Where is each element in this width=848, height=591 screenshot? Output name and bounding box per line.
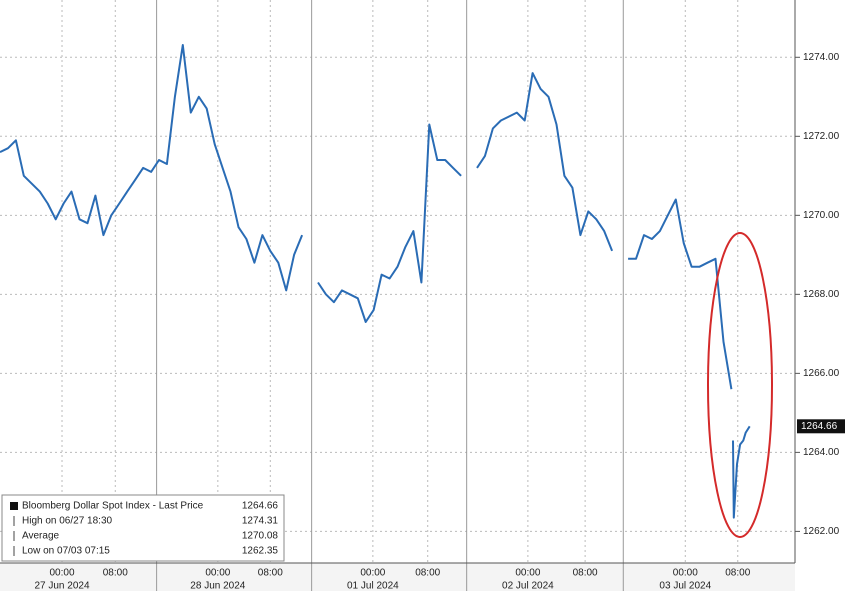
x-tick-label: 08:00 bbox=[573, 568, 598, 579]
x-tick-label: 00:00 bbox=[515, 568, 540, 579]
x-tick-label: 08:00 bbox=[103, 568, 128, 579]
date-label: 01 Jul 2024 bbox=[347, 581, 399, 591]
x-tick-label: 08:00 bbox=[258, 568, 283, 579]
x-tick-label: 00:00 bbox=[360, 568, 385, 579]
legend-value: 1274.31 bbox=[242, 516, 279, 527]
legend-label: High on 06/27 18:30 bbox=[22, 516, 113, 527]
legend-value: 1270.08 bbox=[242, 531, 279, 542]
date-label: 03 Jul 2024 bbox=[659, 581, 711, 591]
date-label: 02 Jul 2024 bbox=[502, 581, 554, 591]
axes: 1262.00 1264.00 1266.00 1268.00 1270.00 1272.… bbox=[34, 52, 845, 591]
legend-box bbox=[1, 494, 285, 562]
legend-label: Bloomberg Dollar Spot Index - Last Price bbox=[22, 501, 204, 512]
legend-swatch bbox=[10, 502, 18, 510]
plot bbox=[0, 44, 751, 519]
x-tick-label: 08:00 bbox=[415, 568, 440, 579]
y-tick-label: 1272.00 bbox=[803, 131, 840, 142]
x-tick-label: 08:00 bbox=[725, 568, 750, 579]
price-line bbox=[0, 44, 751, 519]
x-tick-label: 00:00 bbox=[205, 568, 230, 579]
x-tick-label: 00:00 bbox=[673, 568, 698, 579]
last-price-box bbox=[797, 419, 845, 434]
y-tick-label: 1264.00 bbox=[803, 447, 840, 458]
legend-label: Low on 07/03 07:15 bbox=[22, 546, 110, 557]
x-tick-label: 00:00 bbox=[49, 568, 74, 579]
legend-label: Average bbox=[22, 531, 60, 542]
y-tick-label: 1262.00 bbox=[803, 526, 840, 537]
date-label: 28 Jun 2024 bbox=[190, 581, 245, 591]
x-axis-band bbox=[0, 563, 795, 591]
legend-value: 1262.35 bbox=[242, 546, 279, 557]
legend-value: 1264.66 bbox=[242, 501, 279, 512]
y-tick-label: 1266.00 bbox=[803, 368, 840, 379]
legend: Bloomberg Dollar Spot Index - Last Price… bbox=[1, 494, 285, 562]
grid bbox=[0, 0, 795, 591]
last-price-label: 1264.66 bbox=[801, 421, 838, 432]
y-tick-label: 1270.00 bbox=[803, 210, 840, 221]
y-tick-label: 1268.00 bbox=[803, 289, 840, 300]
highlight-ellipse bbox=[707, 232, 773, 538]
date-label: 27 Jun 2024 bbox=[34, 581, 89, 591]
y-tick-label: 1274.00 bbox=[803, 52, 840, 63]
